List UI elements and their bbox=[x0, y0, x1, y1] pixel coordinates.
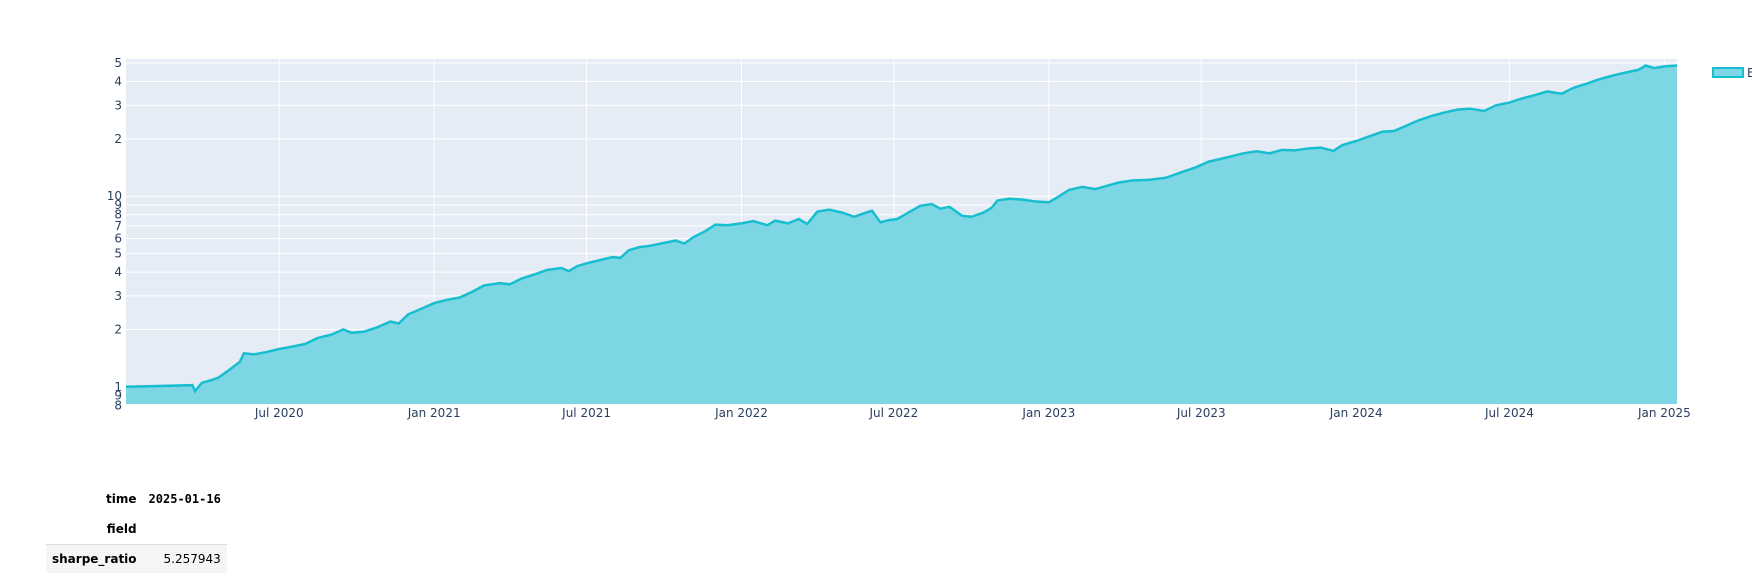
y-tick-label: 4 bbox=[114, 74, 122, 88]
y-tick-label: 8 bbox=[114, 208, 122, 222]
y-tick-label: 7 bbox=[114, 219, 122, 233]
y-tick-label: 3 bbox=[114, 289, 122, 303]
x-tick-label: Jan 2025 bbox=[1637, 406, 1691, 420]
stats-header-row: time 2025-01-16 bbox=[46, 484, 227, 514]
y-tick-label: 10 bbox=[107, 189, 122, 203]
legend[interactable]: E bbox=[1712, 66, 1752, 80]
x-tick-label: Jan 2024 bbox=[1329, 406, 1383, 420]
x-tick-label: Jan 2022 bbox=[714, 406, 768, 420]
equity-area bbox=[126, 65, 1677, 404]
y-tick-label: 4 bbox=[114, 265, 122, 279]
y-tick-label: 5 bbox=[114, 56, 122, 70]
equity-line bbox=[125, 64, 1678, 394]
legend-label: E bbox=[1747, 66, 1752, 80]
stats-row-value: 5.257943 bbox=[142, 544, 227, 573]
y-tick-label: 2 bbox=[114, 322, 122, 336]
stats-row-name: sharpe_ratio bbox=[46, 544, 143, 573]
y-tick-label: 5 bbox=[114, 247, 122, 261]
stats-index-name: field bbox=[106, 522, 137, 536]
table-row: sharpe_ratio 5.257943 bbox=[46, 544, 227, 573]
y-tick-label: 1 bbox=[114, 380, 122, 394]
y-tick-label: 3 bbox=[114, 98, 122, 112]
stats-header-index: time bbox=[106, 492, 137, 506]
x-tick-label: Jul 2020 bbox=[254, 406, 304, 420]
x-tick-label: Jan 2023 bbox=[1021, 406, 1075, 420]
x-tick-label: Jul 2022 bbox=[868, 406, 918, 420]
x-tick-label: Jul 2021 bbox=[561, 406, 611, 420]
y-tick-label: 6 bbox=[114, 232, 122, 246]
y-tick-label: 9 bbox=[114, 198, 122, 212]
legend-swatch bbox=[1712, 67, 1744, 78]
y-tick-label: 2 bbox=[114, 132, 122, 146]
x-tick-label: Jul 2023 bbox=[1176, 406, 1226, 420]
x-tick-label: Jan 2021 bbox=[407, 406, 461, 420]
stats-index-row: field bbox=[46, 514, 227, 545]
stats-table: time 2025-01-16 field sharpe_ratio 5.257… bbox=[46, 484, 227, 573]
stats-header-column: 2025-01-16 bbox=[148, 492, 221, 506]
x-tick-label: Jul 2024 bbox=[1484, 406, 1534, 420]
y-tick-label: 8 bbox=[114, 398, 122, 412]
y-tick-label: 9 bbox=[114, 389, 122, 403]
